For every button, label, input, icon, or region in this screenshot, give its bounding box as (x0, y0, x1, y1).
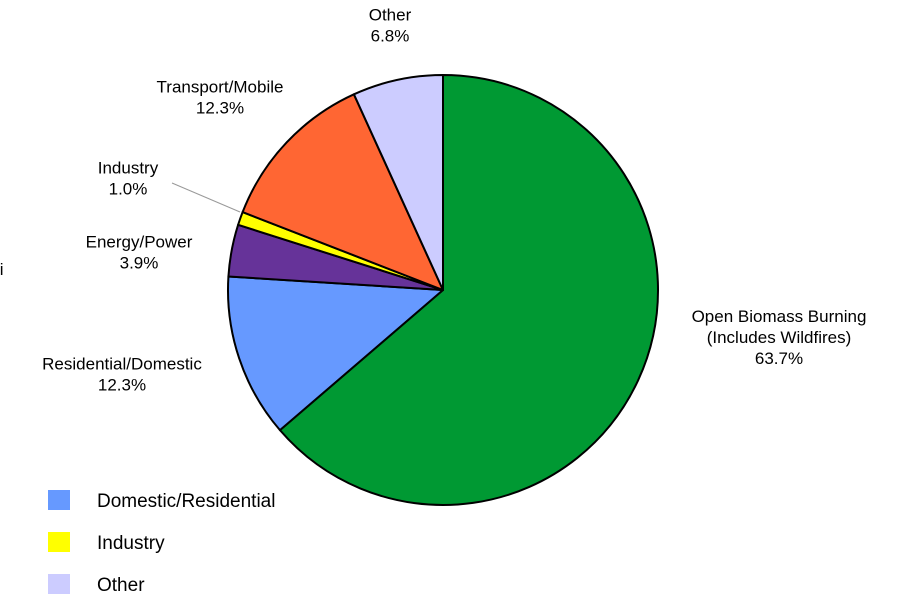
pie-slices (227, 74, 659, 506)
legend-swatch-other (48, 574, 70, 594)
slice-value-industry: 1.0% (109, 180, 148, 199)
slice-name-industry: Industry (98, 159, 159, 178)
slice-name-open-biomass-burning: (Includes Wildfires) (707, 328, 852, 347)
slice-value-residential-domestic: 12.3% (98, 376, 146, 395)
pie-slice-transport-mobile (241, 93, 444, 291)
slice-label-other: Other 6.8% (369, 6, 412, 46)
slice-name-open-biomass-burning: Open Biomass Burning (692, 307, 867, 326)
pie-slice-other (352, 74, 444, 291)
legend-swatch-domestic-residential (48, 490, 70, 510)
leader-line-industry (171, 182, 241, 213)
slice-value-other: 6.8% (371, 27, 410, 46)
slice-name-transport-mobile: Transport/Mobile (157, 78, 284, 97)
slice-value-energy-power: 3.9% (120, 254, 159, 273)
cropped-text-fragment: ti (0, 260, 4, 279)
legend-label-other: Other (97, 575, 145, 596)
slice-label-transport-mobile: Transport/Mobile 12.3% (157, 78, 284, 118)
slice-value-transport-mobile: 12.3% (196, 99, 244, 118)
legend: Domestic/Residential Industry Other (48, 490, 275, 596)
slice-label-residential-domestic: Residential/Domestic 12.3% (42, 355, 202, 395)
slice-name-energy-power: Energy/Power (86, 233, 193, 252)
slice-label-open-biomass-burning: Open Biomass Burning (Includes Wildfires)… (692, 307, 867, 368)
slice-name-residential-domestic: Residential/Domestic (42, 355, 202, 374)
legend-swatch-industry (48, 532, 70, 552)
slice-name-other: Other (369, 6, 412, 25)
pie-slice-open-biomass-burning (278, 74, 659, 506)
pie-slice-residential-domestic (227, 275, 444, 432)
legend-label-domestic-residential: Domestic/Residential (97, 491, 275, 512)
legend-label-industry: Industry (97, 533, 165, 554)
slice-label-energy-power: Energy/Power 3.9% (86, 233, 193, 273)
slice-labels: Open Biomass Burning (Includes Wildfires)… (42, 6, 866, 395)
leader-lines (171, 182, 241, 213)
slice-value-open-biomass-burning: 63.7% (755, 349, 803, 368)
slice-label-industry: Industry 1.0% (98, 159, 159, 199)
